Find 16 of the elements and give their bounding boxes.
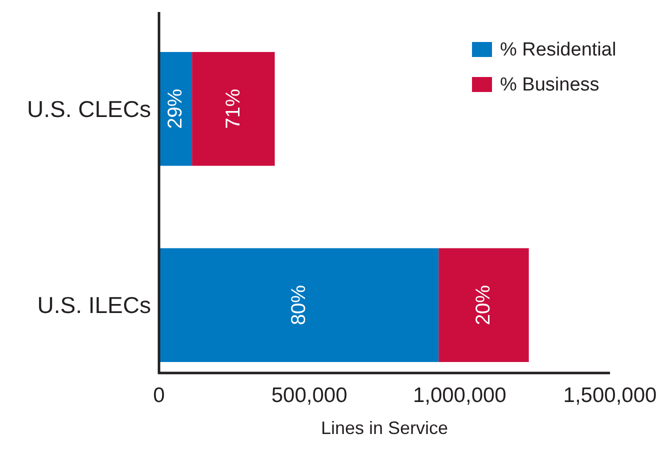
bar [192,52,275,166]
x-tick-label: 1,000,000 [412,384,506,407]
legend-label: % Business [500,74,600,96]
bar [159,248,439,362]
annotation: 20% [472,284,495,326]
legend-label: % Residential [500,40,616,60]
annotation: 71% [222,88,244,129]
x-axis-title: Lines in Service [320,418,448,438]
y-tick-label: U.S. ILECs [37,292,151,318]
annotation: 80% [288,284,310,326]
x-tick-label: 1,500,000 [563,384,657,407]
y-tick-label: U.S. CLECs [27,96,151,122]
x-tick-label: 0 [153,384,165,407]
bar [438,248,529,362]
x-tick-label: 500,000 [271,384,348,407]
annotation: 29% [164,88,187,129]
